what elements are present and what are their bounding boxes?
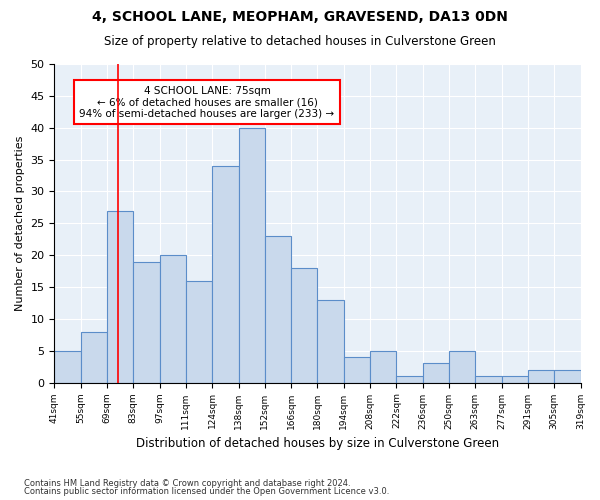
- Bar: [449, 350, 475, 382]
- Bar: [344, 357, 370, 382]
- Bar: [370, 350, 397, 382]
- X-axis label: Distribution of detached houses by size in Culverstone Green: Distribution of detached houses by size …: [136, 437, 499, 450]
- Bar: [291, 268, 317, 382]
- Text: Contains HM Land Registry data © Crown copyright and database right 2024.: Contains HM Land Registry data © Crown c…: [24, 478, 350, 488]
- Bar: [212, 166, 239, 382]
- Text: Contains public sector information licensed under the Open Government Licence v3: Contains public sector information licen…: [24, 487, 389, 496]
- Bar: [554, 370, 581, 382]
- Text: 4 SCHOOL LANE: 75sqm
← 6% of detached houses are smaller (16)
94% of semi-detach: 4 SCHOOL LANE: 75sqm ← 6% of detached ho…: [79, 86, 335, 119]
- Bar: [317, 300, 344, 382]
- Bar: [55, 350, 81, 382]
- Y-axis label: Number of detached properties: Number of detached properties: [15, 136, 25, 311]
- Bar: [475, 376, 502, 382]
- Bar: [502, 376, 528, 382]
- Text: 4, SCHOOL LANE, MEOPHAM, GRAVESEND, DA13 0DN: 4, SCHOOL LANE, MEOPHAM, GRAVESEND, DA13…: [92, 10, 508, 24]
- Bar: [422, 364, 449, 382]
- Bar: [133, 262, 160, 382]
- Bar: [528, 370, 554, 382]
- Bar: [397, 376, 422, 382]
- Bar: [81, 332, 107, 382]
- Bar: [239, 128, 265, 382]
- Text: Size of property relative to detached houses in Culverstone Green: Size of property relative to detached ho…: [104, 35, 496, 48]
- Bar: [265, 236, 291, 382]
- Bar: [107, 210, 133, 382]
- Bar: [160, 255, 186, 382]
- Bar: [186, 280, 212, 382]
